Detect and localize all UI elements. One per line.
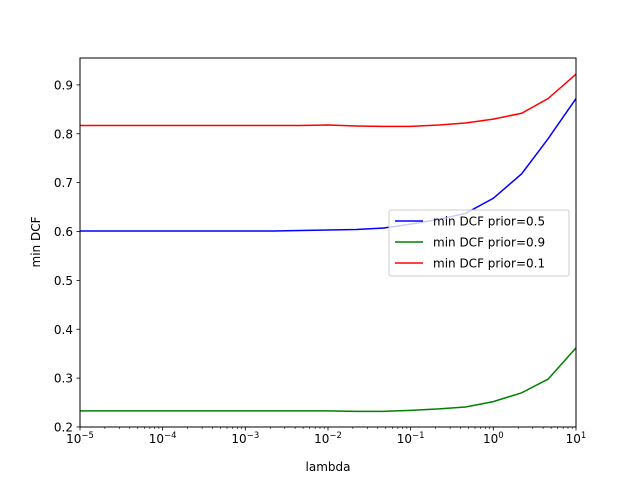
- series-line-3: [80, 73, 577, 128]
- y-tick-label: 0.8: [54, 127, 73, 141]
- series-line-2: [80, 347, 577, 413]
- y-tick-label: 0.4: [54, 323, 73, 337]
- x-tick-label: 100: [483, 431, 504, 446]
- x-tick-label: 101: [566, 431, 587, 446]
- legend-entry-label: min DCF prior=0.9: [433, 236, 545, 250]
- y-axis-label: min DCF: [29, 216, 43, 267]
- legend: min DCF prior=0.5 min DCF prior=0.9 min DC…: [388, 209, 570, 277]
- y-tick-label: 0.2: [54, 421, 73, 435]
- y-tick-label: 0.9: [54, 78, 73, 92]
- y-tick-label: 0.6: [54, 225, 73, 239]
- legend-box: [388, 209, 570, 277]
- series-layer: [80, 73, 577, 413]
- x-tick-label: 10−1: [397, 431, 425, 446]
- series-line-1: [80, 98, 577, 232]
- y-tick-label: 0.5: [54, 274, 73, 288]
- x-axis: 10−5 10−4 10−3 10−2 10−1 100 101: [66, 427, 586, 446]
- x-tick-label: 10−2: [314, 431, 342, 446]
- legend-entry-label: min DCF prior=0.1: [433, 257, 545, 271]
- legend-entry-label: min DCF prior=0.5: [433, 215, 545, 229]
- y-tick-label: 0.7: [54, 176, 73, 190]
- x-tick-label: 10−5: [66, 431, 94, 446]
- y-axis: 0.2 0.3 0.4 0.5 0.6 0.7 0.8 0.9: [54, 78, 80, 435]
- x-tick-label: 10−4: [149, 431, 177, 446]
- y-tick-label: 0.3: [54, 372, 73, 386]
- x-axis-label: lambda: [306, 460, 351, 474]
- x-tick-label: 10−3: [231, 431, 259, 446]
